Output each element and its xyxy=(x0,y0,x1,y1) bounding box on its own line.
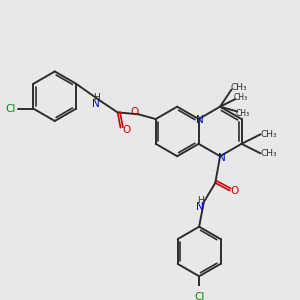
Text: Cl: Cl xyxy=(194,292,204,300)
Text: CH₃: CH₃ xyxy=(261,149,278,158)
Text: CH₃: CH₃ xyxy=(234,93,248,102)
Text: H: H xyxy=(93,93,100,102)
Text: CH₃: CH₃ xyxy=(236,109,250,118)
Text: CH₃: CH₃ xyxy=(231,83,248,92)
Text: O: O xyxy=(122,124,130,134)
Text: N: N xyxy=(196,115,203,125)
Text: N: N xyxy=(92,99,100,109)
Text: N: N xyxy=(218,153,226,163)
Text: H: H xyxy=(197,196,203,205)
Text: O: O xyxy=(131,107,139,117)
Text: O: O xyxy=(230,185,238,196)
Text: N: N xyxy=(196,202,204,212)
Text: Cl: Cl xyxy=(5,103,16,114)
Text: CH₃: CH₃ xyxy=(261,130,278,139)
